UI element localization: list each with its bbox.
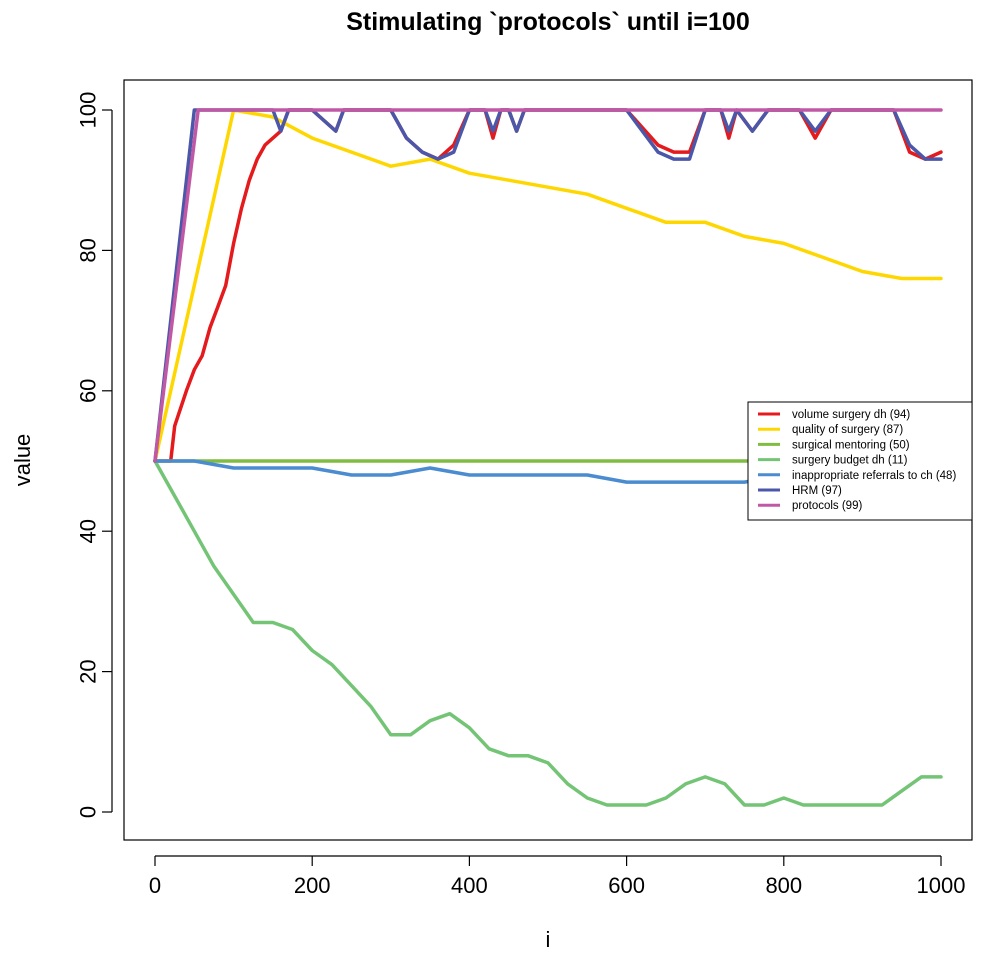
series-line-quality-of-surgery bbox=[153, 108, 943, 463]
x-axis-label: i bbox=[546, 927, 551, 952]
x-tick-label: 200 bbox=[294, 873, 331, 898]
legend-box bbox=[747, 401, 973, 521]
chart-title: Stimulating `protocols` until i=100 bbox=[346, 8, 750, 36]
legend-label: surgery budget dh (11) bbox=[792, 455, 908, 467]
y-tick-label: 0 bbox=[76, 806, 101, 818]
legend-label: HRM (97) bbox=[792, 485, 842, 497]
y-tick-label: 60 bbox=[76, 379, 101, 403]
y-axis-label: value bbox=[10, 434, 35, 487]
y-tick-label: 40 bbox=[76, 519, 101, 543]
x-tick-label: 0 bbox=[149, 873, 161, 898]
y-tick-label: 80 bbox=[76, 238, 101, 262]
x-tick-label: 800 bbox=[765, 873, 802, 898]
x-tick-label: 400 bbox=[451, 873, 488, 898]
legend-label: protocols (99) bbox=[792, 500, 862, 512]
series-line-surgery-budget-dh bbox=[153, 459, 943, 807]
x-axis: 0 200 400 600 800 1000 bbox=[149, 855, 966, 898]
x-tick-label: 600 bbox=[608, 873, 645, 898]
legend-label: quality of surgery (87) bbox=[792, 424, 903, 436]
x-tick-label: 1000 bbox=[917, 873, 966, 898]
y-tick-label: 100 bbox=[76, 92, 101, 129]
legend-label: volume surgery dh (94) bbox=[792, 409, 910, 421]
legend: volume surgery dh (94) quality of surgery… bbox=[747, 401, 973, 521]
legend-label: surgical mentoring (50) bbox=[792, 439, 910, 451]
series-line-protocols bbox=[153, 108, 943, 463]
legend-label: inappropriate referrals to ch (48) bbox=[792, 470, 956, 482]
y-axis: 0 20 40 60 80 100 bbox=[76, 92, 113, 818]
y-tick-label: 20 bbox=[76, 659, 101, 683]
